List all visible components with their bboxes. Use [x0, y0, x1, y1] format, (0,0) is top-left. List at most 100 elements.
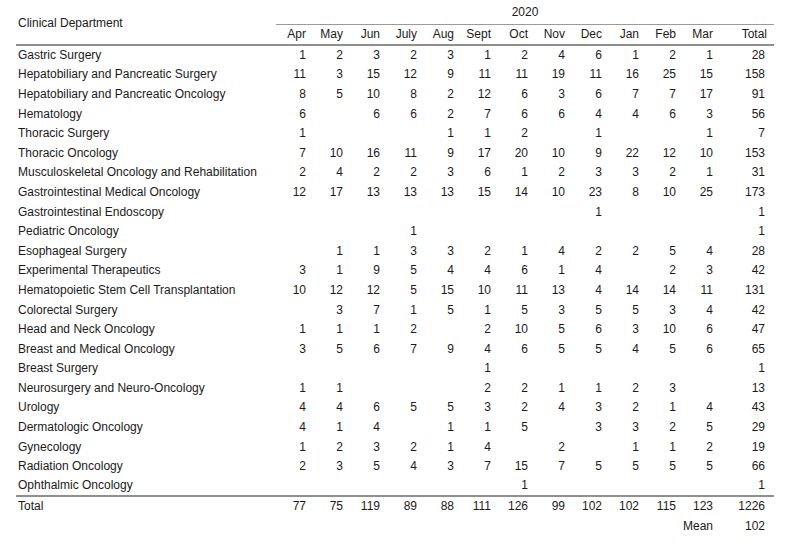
month-value — [313, 476, 350, 496]
month-value: 3 — [609, 319, 646, 339]
month-total: 77 — [276, 496, 313, 516]
month-value: 3 — [350, 45, 387, 65]
month-value — [535, 123, 572, 143]
month-value: 17 — [683, 84, 720, 104]
month-value: 5 — [498, 417, 535, 437]
month-value: 5 — [424, 398, 461, 418]
month-value: 2 — [498, 378, 535, 398]
month-value: 6 — [535, 104, 572, 124]
month-value: 2 — [535, 437, 572, 457]
month-value: 4 — [276, 398, 313, 418]
month-value: 10 — [461, 280, 498, 300]
month-value — [609, 221, 646, 241]
row-total: 31 — [720, 163, 774, 183]
row-total: 56 — [720, 104, 774, 124]
month-header: Mar — [683, 24, 720, 45]
month-value: 1 — [387, 300, 424, 320]
table-row: Neurosurgery and Neuro-Oncology112211231… — [16, 378, 774, 398]
month-header: May — [313, 24, 350, 45]
month-value: 10 — [683, 143, 720, 163]
month-value: 3 — [387, 241, 424, 261]
month-value: 4 — [461, 261, 498, 281]
month-value: 3 — [646, 378, 683, 398]
month-header: July — [387, 24, 424, 45]
row-total: 173 — [720, 182, 774, 202]
row-total: 1 — [720, 221, 774, 241]
month-value: 7 — [461, 104, 498, 124]
month-value: 4 — [424, 261, 461, 281]
month-value: 6 — [683, 339, 720, 359]
month-total: 123 — [683, 496, 720, 516]
department-name: Breast and Medical Oncology — [16, 339, 276, 359]
row-total: 66 — [720, 456, 774, 476]
month-value: 17 — [313, 182, 350, 202]
month-total: 102 — [609, 496, 646, 516]
month-value: 1 — [424, 437, 461, 457]
month-value: 3 — [276, 339, 313, 359]
year-header-row: Clinical Department 2020 — [16, 2, 774, 24]
month-value: 5 — [646, 456, 683, 476]
table-row: Urology44655324321443 — [16, 398, 774, 418]
month-value: 12 — [313, 280, 350, 300]
month-value: 4 — [313, 163, 350, 183]
table-row: Hepatobiliary and Pancreatic Oncology851… — [16, 84, 774, 104]
month-value: 4 — [276, 417, 313, 437]
month-value: 11 — [683, 280, 720, 300]
totals-label: Total — [16, 496, 276, 516]
month-value: 3 — [350, 437, 387, 457]
month-value — [461, 202, 498, 222]
month-value — [387, 378, 424, 398]
mean-label: Mean — [683, 516, 720, 536]
month-value: 10 — [313, 143, 350, 163]
department-name: Urology — [16, 398, 276, 418]
month-value: 1 — [313, 261, 350, 281]
department-name: Gastrointestinal Endoscopy — [16, 202, 276, 222]
month-value: 1 — [276, 378, 313, 398]
month-value: 6 — [498, 84, 535, 104]
month-value: 6 — [350, 398, 387, 418]
month-value: 10 — [350, 84, 387, 104]
month-value: 5 — [683, 456, 720, 476]
department-name: Breast Surgery — [16, 359, 276, 379]
month-value: 2 — [683, 437, 720, 457]
month-value: 5 — [646, 241, 683, 261]
month-value: 7 — [276, 143, 313, 163]
row-total: 7 — [720, 123, 774, 143]
month-value: 1 — [572, 202, 609, 222]
month-value — [646, 476, 683, 496]
month-value: 3 — [424, 241, 461, 261]
department-name: Colorectal Surgery — [16, 300, 276, 320]
month-value: 2 — [461, 241, 498, 261]
table-row: Hematology6662766446356 — [16, 104, 774, 124]
month-value — [350, 359, 387, 379]
month-value: 25 — [646, 65, 683, 85]
month-value: 11 — [276, 65, 313, 85]
month-value: 5 — [609, 456, 646, 476]
month-value: 5 — [498, 300, 535, 320]
month-value: 4 — [683, 241, 720, 261]
row-total: 65 — [720, 339, 774, 359]
month-value: 4 — [683, 300, 720, 320]
month-total: 99 — [535, 496, 572, 516]
month-value — [350, 202, 387, 222]
month-value: 1 — [461, 123, 498, 143]
month-value — [424, 476, 461, 496]
month-value: 1 — [276, 45, 313, 65]
month-value — [535, 221, 572, 241]
month-value: 3 — [572, 163, 609, 183]
month-value: 9 — [572, 143, 609, 163]
month-value: 1 — [276, 437, 313, 457]
month-value: 2 — [646, 45, 683, 65]
month-value: 9 — [350, 261, 387, 281]
month-value: 12 — [276, 182, 313, 202]
month-value: 2 — [313, 45, 350, 65]
month-value — [646, 359, 683, 379]
table-row: Head and Neck Oncology111221056310647 — [16, 319, 774, 339]
month-value: 1 — [646, 398, 683, 418]
month-value: 15 — [683, 65, 720, 85]
total-header: Total — [720, 24, 774, 45]
month-value: 2 — [424, 84, 461, 104]
month-value — [535, 202, 572, 222]
department-name: Gastrointestinal Medical Oncology — [16, 182, 276, 202]
month-value: 5 — [387, 398, 424, 418]
